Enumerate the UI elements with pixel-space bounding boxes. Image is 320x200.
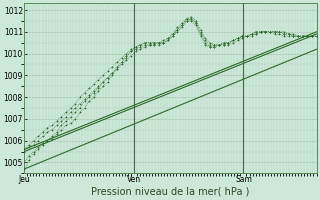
- X-axis label: Pression niveau de la mer( hPa ): Pression niveau de la mer( hPa ): [91, 187, 250, 197]
